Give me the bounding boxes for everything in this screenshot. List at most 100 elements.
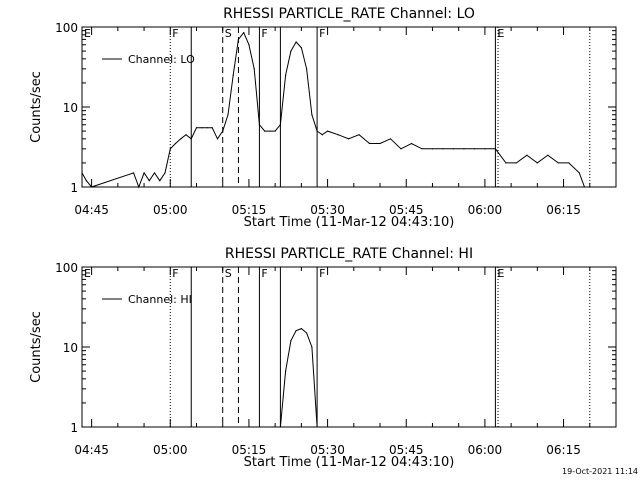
event-marker-label: F — [319, 27, 325, 40]
data-point — [473, 148, 476, 150]
chart-title: RHESSI PARTICLE_RATE Channel: HI — [225, 246, 473, 262]
event-marker-label: F — [319, 267, 325, 280]
data-point — [243, 32, 245, 34]
chart-title: RHESSI PARTICLE_RATE Channel: LO — [223, 6, 475, 22]
data-point — [190, 138, 192, 140]
data-point — [311, 114, 313, 116]
data-point — [216, 138, 219, 140]
data-point — [159, 180, 161, 182]
data-point — [153, 172, 156, 174]
data-point — [358, 134, 360, 136]
data-point — [180, 138, 182, 140]
data-point — [164, 172, 166, 174]
data-point — [206, 127, 208, 129]
data-point — [295, 41, 297, 43]
data-point — [400, 148, 402, 150]
data-point — [347, 138, 350, 140]
data-point — [463, 148, 465, 150]
x-tick-label: 05:15 — [232, 443, 267, 457]
plot-frame — [81, 266, 617, 428]
data-point — [237, 38, 240, 40]
data-point — [258, 124, 261, 126]
event-marker-label: F — [261, 27, 267, 40]
data-point — [526, 154, 528, 156]
event-marker-label: E — [497, 27, 504, 40]
lo-channel-plot: RHESSI PARTICLE_RATE Channel: LO 1 10 100 Co… — [29, 6, 617, 230]
x-tick-label: 05:00 — [153, 203, 188, 217]
data-point — [442, 148, 444, 150]
x-tick-label: 06:00 — [468, 203, 503, 217]
data-point — [316, 130, 318, 132]
data-point — [300, 327, 302, 330]
data-point — [295, 330, 297, 332]
data-point — [290, 50, 292, 52]
data-point — [132, 172, 135, 174]
x-axis-label: Start Time (11-Mar-12 04:43:10) — [244, 455, 455, 470]
y-tick-label: 100 — [55, 261, 78, 275]
y-axis-label: Counts/sec — [29, 311, 44, 383]
data-point — [306, 68, 308, 70]
y-tick-label: 1 — [70, 181, 78, 195]
data-point — [321, 134, 323, 136]
x-tick-label: 05:45 — [389, 443, 424, 457]
data-point — [431, 148, 434, 150]
x-tick-label: 05:30 — [310, 203, 345, 217]
data-point — [389, 138, 392, 140]
x-tick-label: 05:45 — [389, 203, 424, 217]
y-tick-label: 1 — [70, 421, 78, 435]
event-marker-label: S — [225, 267, 232, 280]
data-point — [285, 370, 287, 372]
data-point — [326, 130, 329, 132]
event-marker-label: F — [172, 27, 178, 40]
data-point — [311, 346, 313, 348]
data-point — [452, 148, 455, 150]
data-point — [274, 130, 276, 132]
data-point — [578, 172, 580, 174]
data-point — [195, 127, 198, 129]
data-point — [515, 162, 517, 164]
timestamp-label: 19-Oct-2021 11:14 — [562, 467, 638, 476]
data-point — [316, 426, 318, 428]
event-marker-label: E — [84, 27, 91, 40]
event-marker-label: S — [225, 27, 232, 40]
y-tick-label: 100 — [55, 21, 78, 35]
event-marker-label: E — [497, 267, 504, 280]
x-tick-label: 05:15 — [232, 203, 267, 217]
data-point — [222, 130, 224, 132]
data-point — [138, 186, 140, 188]
event-marker-label: F — [172, 267, 178, 280]
data-point — [379, 142, 381, 145]
x-tick-label: 05:00 — [153, 443, 188, 457]
legend-label: Channel: LO — [128, 53, 195, 66]
data-point — [211, 127, 213, 129]
data-point — [583, 186, 586, 188]
hi-channel-plot: RHESSI PARTICLE_RATE Channel: HI 1 10 100 Co… — [29, 246, 617, 470]
legend-label: Channel: HI — [128, 293, 192, 306]
data-point — [264, 130, 266, 132]
data-point — [85, 180, 87, 182]
data-point — [279, 426, 281, 428]
data-point — [484, 148, 486, 150]
data-point — [91, 186, 93, 188]
data-point — [337, 134, 339, 136]
data-point — [248, 44, 250, 46]
data-point — [589, 186, 591, 188]
x-tick-label: 06:15 — [546, 203, 581, 217]
data-point — [290, 340, 292, 342]
data-point — [148, 180, 150, 182]
data-point — [143, 172, 145, 174]
x-axis-label: Start Time (11-Mar-12 04:43:10) — [244, 215, 455, 230]
data-point — [227, 114, 229, 116]
x-tick-label: 06:15 — [546, 443, 581, 457]
data-point — [410, 142, 413, 145]
x-tick-label: 04:45 — [74, 443, 109, 457]
y-axis-label: Counts/sec — [29, 71, 44, 143]
data-point — [279, 124, 281, 126]
plot-frame — [81, 26, 617, 188]
data-point — [505, 162, 507, 164]
x-tick-label: 05:30 — [310, 443, 345, 457]
data-point — [232, 74, 234, 76]
data-point — [185, 134, 187, 136]
data-point — [536, 162, 538, 164]
event-marker-label: F — [261, 267, 267, 280]
